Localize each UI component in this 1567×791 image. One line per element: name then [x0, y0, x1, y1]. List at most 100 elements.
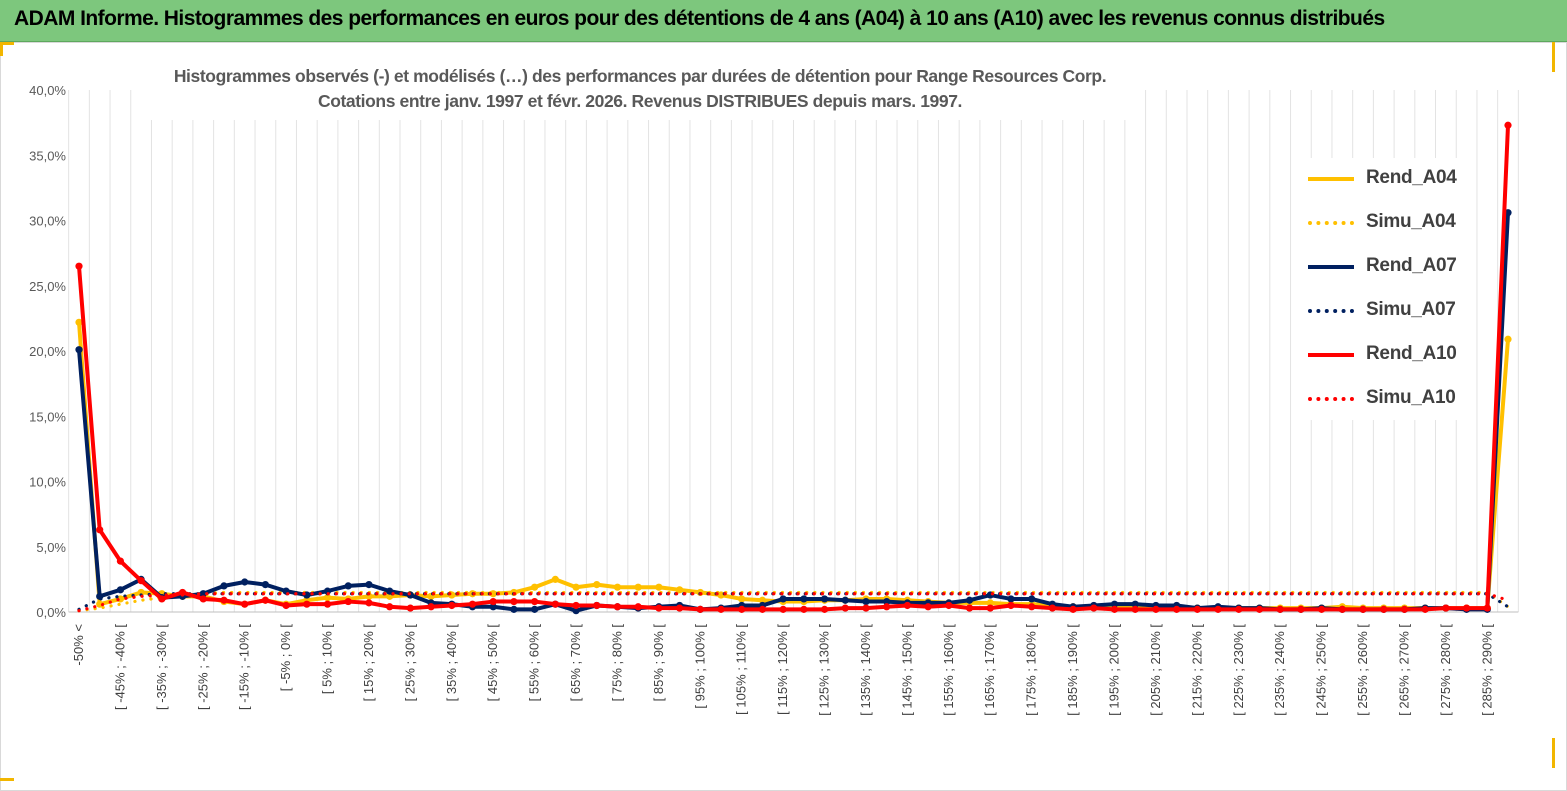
data-point-rend-a10 [1276, 605, 1284, 613]
x-tick-label: [ 215% ; 220% [ [1189, 624, 1204, 716]
legend-swatch [1308, 397, 1354, 401]
data-point-rend-a07 [489, 603, 497, 611]
data-point-rend-a07 [116, 586, 125, 594]
data-point-rend-a04 [1504, 335, 1512, 343]
data-point-rend-a07 [75, 346, 83, 354]
data-point-rend-a10 [1069, 605, 1077, 613]
chart-axes: 0,0% 5,0% 10,0% 15,0% 20,0% 25,0% 30,0% 35,0% 40… [29, 83, 1519, 620]
report-banner: ADAM Informe. Histogrammes des performan… [0, 0, 1567, 42]
y-tick-label: 10,0% [29, 475, 66, 490]
data-point-rend-a10 [448, 601, 456, 610]
data-point-rend-a07 [1028, 595, 1036, 603]
data-point-rend-a04 [634, 583, 642, 591]
x-tick-label: [ 175% ; 180% [ [1024, 624, 1039, 716]
data-point-rend-a10 [137, 577, 145, 585]
data-point-rend-a10 [634, 603, 642, 611]
data-point-rend-a07 [531, 605, 539, 613]
data-point-rend-a07 [220, 582, 228, 590]
data-point-rend-a10 [758, 605, 767, 613]
y-tick-label: 5,0% [36, 540, 66, 555]
legend-item-rend-a07: Rend_A07 [1308, 252, 1458, 280]
data-point-rend-a10 [241, 600, 249, 608]
data-point-rend-a10 [1421, 605, 1429, 613]
data-point-rend-a10 [386, 603, 394, 611]
data-point-rend-a10 [924, 603, 932, 611]
x-tick-label: [ -45% ; -40% [ [112, 624, 127, 710]
chart-title-line2: Cotations entre janv. 1997 et févr. 2026… [317, 91, 963, 111]
legend-item-simu-a04: Simu_A04 [1308, 208, 1458, 236]
x-tick-label: [ 225% ; 230% [ [1231, 624, 1246, 716]
data-point-rend-a10 [531, 597, 539, 606]
data-point-rend-a10 [1214, 605, 1222, 613]
data-point-rend-a10 [593, 601, 601, 610]
data-point-rend-a07 [820, 595, 829, 603]
x-tick-label: [ 75% ; 80% [ [609, 624, 624, 702]
data-point-rend-a10 [1504, 121, 1512, 129]
chart-title: Histogrammes observés (-) et modélisés (… [150, 64, 1130, 114]
data-point-rend-a07 [261, 580, 269, 589]
data-point-rend-a10 [1359, 605, 1367, 613]
data-point-rend-a10 [510, 597, 518, 606]
data-point-rend-a04 [323, 594, 332, 602]
legend-label: Simu_A10 [1366, 387, 1456, 408]
data-point-rend-a10 [738, 605, 746, 613]
x-tick-label: [ 145% ; 150% [ [899, 624, 914, 716]
data-point-rend-a10 [1235, 605, 1243, 613]
x-tick-label: [ 185% ; 190% [ [1065, 624, 1080, 716]
data-point-rend-a07 [800, 595, 808, 603]
y-tick-label: 35,0% [29, 148, 66, 163]
data-point-rend-a10 [1110, 605, 1119, 613]
data-point-rend-a10 [75, 262, 83, 270]
x-tick-label: [ 155% ; 160% [ [941, 624, 956, 716]
data-point-rend-a10 [303, 600, 311, 608]
x-tick-label: [ 195% ; 200% [ [1107, 624, 1122, 716]
y-tick-label: 15,0% [29, 409, 66, 424]
data-point-rend-a10 [158, 595, 166, 603]
data-point-rend-a10 [489, 597, 497, 606]
data-point-rend-a07 [510, 605, 518, 613]
x-tick-label: [ 135% ; 140% [ [858, 624, 873, 716]
corner-mark-right-mid [1552, 738, 1555, 768]
data-point-rend-a10 [116, 557, 125, 565]
data-point-rend-a10 [199, 595, 207, 603]
data-point-rend-a04 [655, 583, 663, 591]
data-point-rend-a10 [717, 605, 725, 613]
data-point-rend-a10 [1462, 604, 1471, 612]
data-point-rend-a10 [696, 605, 704, 613]
x-tick-label: [ 85% ; 90% [ [651, 624, 666, 702]
x-tick-label: [ -15% ; -10% [ [237, 624, 252, 710]
data-point-rend-a10 [344, 597, 352, 606]
legend-swatch [1308, 265, 1354, 269]
data-point-rend-a10 [1028, 603, 1036, 611]
legend-label: Rend_A04 [1366, 167, 1457, 188]
series-rend-a10 [75, 121, 1512, 613]
data-point-rend-a10 [1007, 601, 1015, 610]
data-point-rend-a10 [675, 604, 684, 612]
data-point-rend-a10 [1483, 604, 1491, 612]
series-simu-a04 [77, 590, 1510, 613]
data-point-rend-a07 [1110, 600, 1119, 608]
legend-label: Simu_A04 [1366, 211, 1456, 232]
data-point-rend-a04 [96, 600, 104, 608]
corner-mark-top-left [0, 42, 14, 45]
data-point-rend-a04 [75, 318, 83, 326]
data-point-rend-a10 [862, 604, 870, 612]
data-point-rend-a10 [468, 600, 477, 608]
data-point-rend-a07 [199, 590, 207, 598]
x-tick-label: [ 5% ; 10% [ [320, 624, 335, 694]
y-tick-label: 20,0% [29, 344, 66, 359]
corner-mark-top-left-v [0, 42, 3, 56]
data-point-rend-a04 [613, 583, 622, 591]
x-tick-label: [ -5% ; 0% [ [278, 624, 293, 692]
legend-label: Rend_A10 [1366, 343, 1457, 364]
data-point-rend-a10 [965, 604, 974, 612]
data-point-rend-a04 [758, 596, 767, 604]
data-point-rend-a07 [241, 578, 249, 586]
data-point-rend-a10 [613, 603, 622, 611]
x-tick-label: [ 265% ; 270% [ [1396, 624, 1411, 716]
data-point-rend-a10 [841, 604, 849, 612]
x-tick-label: [ 115% ; 120% [ [775, 624, 790, 715]
data-point-rend-a10 [178, 588, 187, 597]
x-tick-label: [ 55% ; 60% [ [527, 624, 542, 702]
data-point-rend-a10 [779, 605, 787, 613]
